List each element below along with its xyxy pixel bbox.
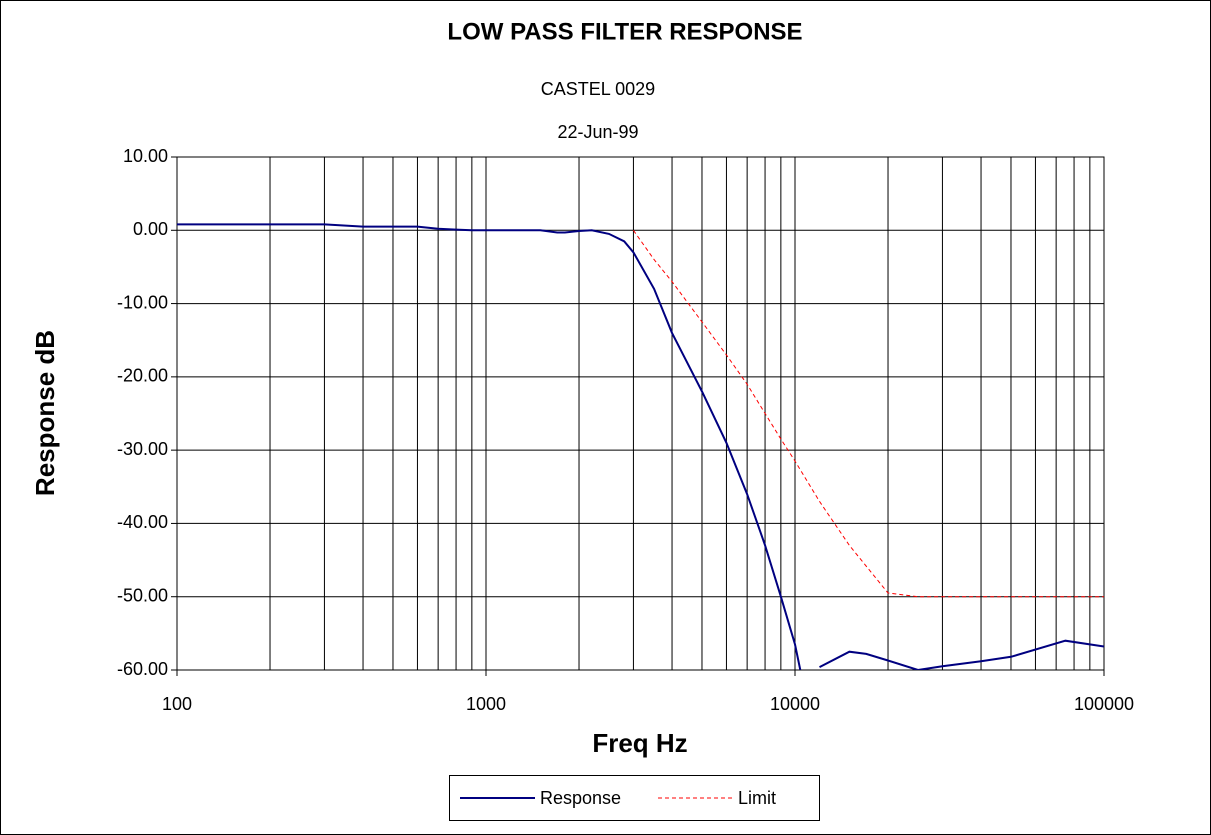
plot-border	[176, 156, 1105, 671]
x-tick-label: 100	[162, 694, 192, 714]
y-tick-label: -30.00	[117, 439, 168, 459]
x-tick-label: 1000	[466, 694, 506, 714]
chart-title: LOW PASS FILTER RESPONSE	[447, 18, 802, 45]
plot-area	[177, 157, 1104, 670]
legend-label: Response	[540, 788, 621, 808]
x-tick-label: 10000	[770, 694, 820, 714]
y-tick-label: -50.00	[117, 585, 168, 605]
legend-label: Limit	[738, 788, 776, 808]
y-tick-label: -20.00	[117, 366, 168, 386]
series-line	[177, 223, 1104, 670]
y-tick-label: 0.00	[133, 219, 168, 239]
chart-subtitle: CASTEL 0029	[541, 79, 655, 99]
y-tick-label: -40.00	[117, 512, 168, 532]
x-tick-label: 100000	[1074, 694, 1134, 714]
x-axis-label: Freq Hz	[592, 728, 687, 758]
y-axis-label: Response dB	[30, 330, 60, 496]
chart-date: 22-Jun-99	[557, 122, 638, 142]
y-tick-label: -60.00	[117, 659, 168, 679]
y-tick-label: 10.00	[123, 146, 168, 166]
series-line	[632, 230, 1104, 598]
y-tick-label: -10.00	[117, 292, 168, 312]
